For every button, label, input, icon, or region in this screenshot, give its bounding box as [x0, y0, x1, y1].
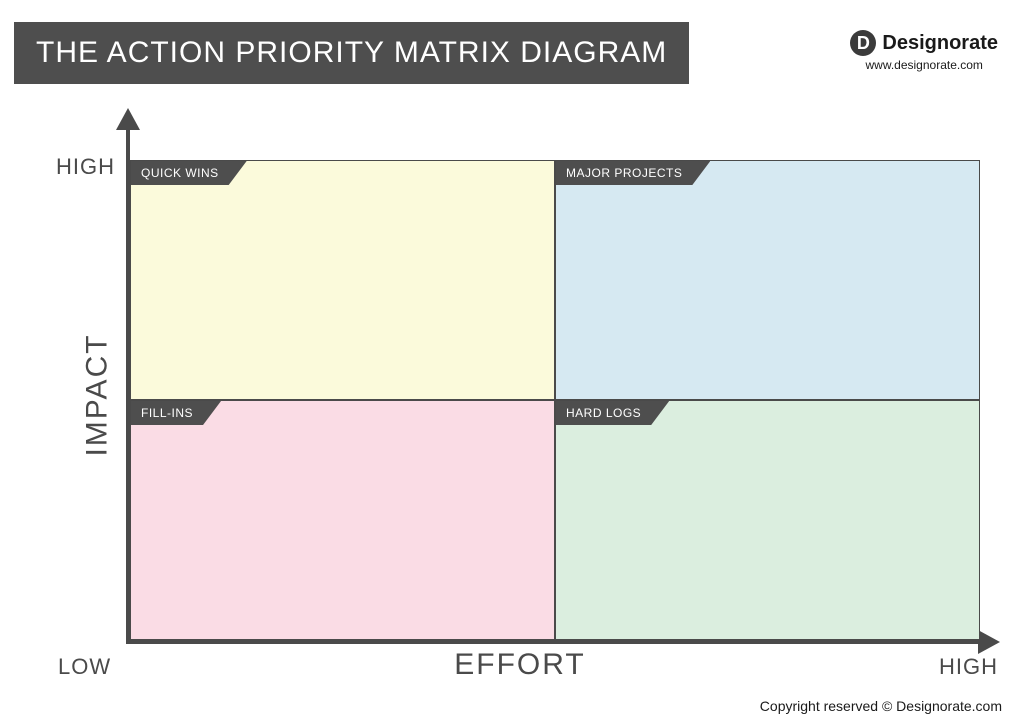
quadrant-tag-hard-logs: HARD LOGS [556, 401, 669, 425]
brand-name: Designorate [882, 32, 998, 55]
quadrant-quick-wins: QUICK WINS [130, 160, 555, 400]
x-axis-high-label: HIGH [939, 654, 998, 680]
quadrant-major-projects: MAJOR PROJECTS [555, 160, 980, 400]
x-axis-title: EFFORT [454, 648, 585, 682]
copyright-text: Copyright reserved © Designorate.com [760, 698, 1002, 714]
matrix-chart: HIGH LOW HIGH IMPACT EFFORT QUICK WINS M… [40, 110, 1000, 680]
title-bar: THE ACTION PRIORITY MATRIX DIAGRAM [14, 22, 689, 84]
y-axis-arrow-icon [116, 108, 140, 130]
x-axis-arrow-icon [978, 630, 1000, 654]
quadrant-grid: QUICK WINS MAJOR PROJECTS FILL-INS HARD … [130, 160, 980, 640]
y-axis-low-label: LOW [58, 654, 111, 680]
brand-block: D Designorate www.designorate.com [850, 30, 998, 72]
x-axis-line [126, 640, 982, 644]
brand-url: www.designorate.com [866, 58, 983, 72]
quadrant-fill-ins: FILL-INS [130, 400, 555, 640]
quadrant-tag-fill-ins: FILL-INS [131, 401, 221, 425]
y-axis-title: IMPACT [81, 333, 115, 456]
page-title: THE ACTION PRIORITY MATRIX DIAGRAM [36, 36, 667, 70]
brand-row: D Designorate [850, 30, 998, 56]
y-axis-high-label: HIGH [56, 154, 115, 180]
brand-mark-icon: D [850, 30, 876, 56]
quadrant-tag-major-projects: MAJOR PROJECTS [556, 161, 710, 185]
quadrant-tag-quick-wins: QUICK WINS [131, 161, 247, 185]
quadrant-hard-logs: HARD LOGS [555, 400, 980, 640]
